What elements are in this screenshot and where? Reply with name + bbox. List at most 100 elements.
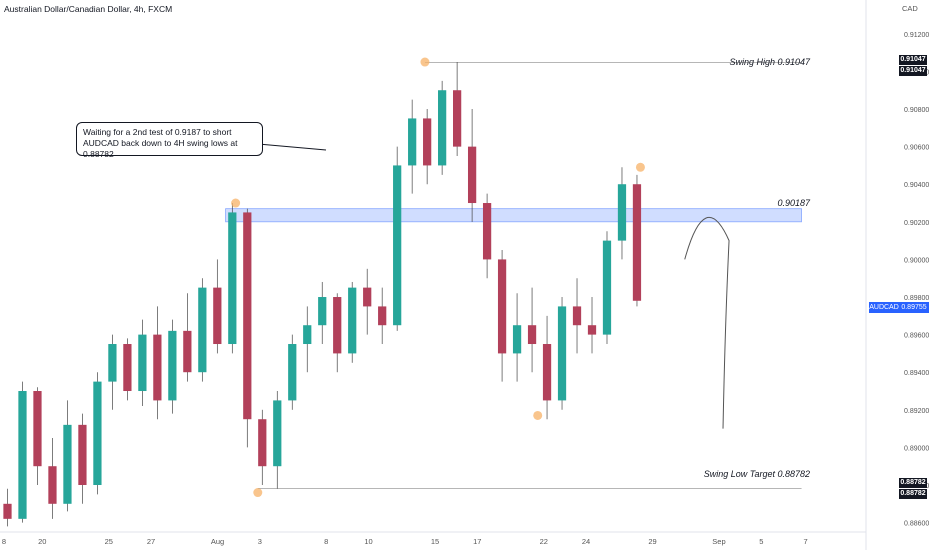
time-tick-label: 5 xyxy=(759,537,763,546)
candle-bullish xyxy=(408,118,417,166)
time-tick-label: 8 xyxy=(324,537,328,546)
candle-bullish xyxy=(303,325,312,345)
price-tick-label: 0.90800 xyxy=(904,107,929,114)
candle-bearish xyxy=(482,203,492,260)
candle-bearish xyxy=(378,306,387,326)
time-tick-label: 25 xyxy=(105,537,113,546)
current-price-tag: 0.89755 xyxy=(899,302,929,313)
candle-bearish xyxy=(632,184,642,301)
candle-bearish xyxy=(572,306,582,326)
swing-low-price-tag-1: 0.88782 xyxy=(899,478,927,488)
candle-bearish xyxy=(213,287,222,345)
candle-bullish xyxy=(228,212,237,345)
time-tick-label: 22 xyxy=(540,537,548,546)
plot-area[interactable] xyxy=(0,0,866,532)
time-tick-label: 29 xyxy=(648,537,656,546)
price-tick-label: 0.89800 xyxy=(904,295,929,302)
candle-bullish xyxy=(348,287,357,354)
price-tick-label: 0.88600 xyxy=(904,521,929,528)
candle-bearish xyxy=(48,466,57,504)
candle-bearish xyxy=(153,334,162,401)
resistance-zone xyxy=(225,208,802,223)
time-tick-label: 7 xyxy=(803,537,807,546)
price-tick-label: 0.89600 xyxy=(904,333,929,340)
time-axis-ticks: 8 20 25 27 Aug 3 8 10 15 17 22 24 29 Sep 5 7 xyxy=(2,537,808,546)
swing-high-price-tag-1: 0.91047 xyxy=(899,55,927,65)
candle-bearish xyxy=(123,344,132,392)
time-tick-label: Aug xyxy=(211,537,224,546)
candle-bullish xyxy=(198,287,207,373)
callout-line-2: AUDCAD back down to 4H swing lows at 0.8… xyxy=(83,138,238,159)
candle-bearish xyxy=(363,287,372,307)
time-tick-label: 17 xyxy=(473,537,481,546)
price-tick-label: 0.89000 xyxy=(904,445,929,452)
candle-bullish xyxy=(438,90,447,166)
candle-bearish xyxy=(33,391,42,467)
candle-bearish xyxy=(467,146,477,204)
price-tick-label: 0.90400 xyxy=(904,182,929,189)
time-tick-label: 15 xyxy=(431,537,439,546)
price-tick-label: 0.90600 xyxy=(904,145,929,152)
swing-marker xyxy=(253,488,263,498)
price-tick-label: 0.90200 xyxy=(904,220,929,227)
candle-bullish xyxy=(602,240,612,335)
candle-bullish xyxy=(288,344,297,401)
level-lines-layer xyxy=(257,62,802,489)
candle-bullish xyxy=(18,391,27,519)
candle-bullish xyxy=(557,306,567,401)
candle-bearish xyxy=(3,503,12,519)
candle-bullish xyxy=(617,184,627,241)
time-tick-label: 20 xyxy=(38,537,46,546)
time-tick-label: 3 xyxy=(258,537,262,546)
candle-bearish xyxy=(527,325,537,345)
swing-markers-layer xyxy=(231,57,645,498)
candle-bullish xyxy=(108,344,117,382)
candle-bullish xyxy=(512,325,522,354)
chart-title: Australian Dollar/Canadian Dollar, 4h, F… xyxy=(4,4,173,14)
swing-marker xyxy=(420,57,430,67)
candle-bearish xyxy=(243,212,252,420)
currency-label: CAD xyxy=(902,4,918,13)
candle-bearish xyxy=(423,118,432,166)
swing-marker xyxy=(533,410,543,420)
candle-bearish xyxy=(183,330,192,373)
swing-marker xyxy=(231,198,241,208)
candle-bearish xyxy=(452,90,462,147)
candle-bullish xyxy=(273,400,282,467)
candle-bearish xyxy=(333,297,342,354)
candle-bullish xyxy=(393,165,402,326)
time-tick-label: Sep xyxy=(712,537,725,546)
candle-bearish xyxy=(497,259,507,354)
swing-high-label: Swing High 0.91047 xyxy=(729,57,811,67)
candle-bullish xyxy=(93,381,102,486)
candle-bearish xyxy=(587,325,597,335)
callout-line-1: Waiting for a 2nd test of 0.9187 to shor… xyxy=(83,127,232,137)
time-tick-label: 27 xyxy=(147,537,155,546)
candle-bearish xyxy=(258,419,267,467)
symbol-tag: AUDCAD xyxy=(869,302,899,313)
resistance-zone-layer xyxy=(225,208,802,223)
projection-arrow-path xyxy=(684,217,730,429)
candle-bearish xyxy=(542,344,552,401)
time-tick-label: 10 xyxy=(364,537,372,546)
time-tick-label: 24 xyxy=(582,537,590,546)
price-tick-label: 0.91200 xyxy=(904,32,929,39)
swing-low-label: Swing Low Target 0.88782 xyxy=(704,469,810,479)
price-tick-label: 0.89200 xyxy=(904,408,929,415)
candle-bullish xyxy=(138,334,147,392)
candles-layer xyxy=(3,62,642,527)
swing-marker xyxy=(635,162,645,172)
callout-annotation[interactable]: Waiting for a 2nd test of 0.9187 to shor… xyxy=(76,122,263,159)
candle-bullish xyxy=(63,424,72,504)
candle-bullish xyxy=(318,297,327,326)
price-tick-label: 0.89400 xyxy=(904,370,929,377)
time-tick-label: 8 xyxy=(2,537,6,546)
candle-bullish xyxy=(168,330,177,401)
resistance-zone-label: 0.90187 xyxy=(777,198,811,208)
price-tick-label: 0.90000 xyxy=(904,257,929,264)
swing-low-price-tag-2: 0.88782 xyxy=(899,489,927,499)
price-axis-ticks: 0.912000.910000.908000.906000.904000.902… xyxy=(904,32,929,528)
swing-high-price-tag-2: 0.91047 xyxy=(899,66,927,76)
candle-bearish xyxy=(78,424,87,486)
